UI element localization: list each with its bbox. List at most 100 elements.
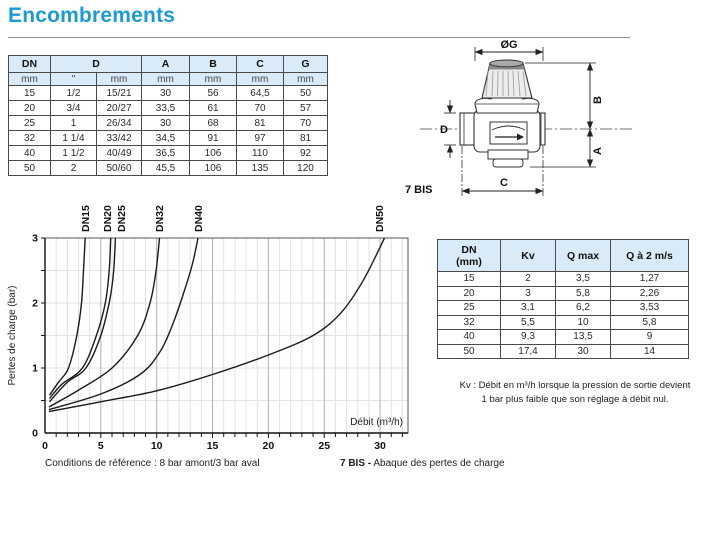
data-cell: 20/27 (96, 100, 142, 116)
data-cell: 1 1/2 (50, 145, 97, 161)
flow-table-body: 15 2 3,5 1,27 20 3 5,8 2,26 25 3,1 6,2 3,53 32 5,5 10 5… (437, 271, 689, 359)
data-cell: 70 (283, 115, 328, 131)
data-cell: 33,5 (141, 100, 190, 116)
data-cell: 14 (610, 343, 689, 359)
data-cell: 15/21 (96, 85, 142, 101)
table-row: 32 1 1/4 33/42 34,5 91 97 81 (8, 130, 328, 146)
data-cell: 106 (189, 145, 237, 161)
figure-caption-text: Abaque des pertes de charge (371, 458, 505, 469)
data-cell: 3,1 (500, 300, 556, 316)
data-cell: 3,5 (555, 271, 611, 287)
dim-label-d: D (440, 124, 448, 136)
dim-label-c: C (500, 177, 508, 189)
spring-bonnet (474, 97, 540, 114)
data-cell: 15 (8, 85, 51, 101)
units-row: mm " mm mm mm mm mm (8, 72, 328, 86)
table-row: 20 3 5,8 2,26 (437, 285, 689, 301)
dim-label-g: ØG (500, 39, 517, 51)
dimensions-table-body: 15 1/2 15/21 30 56 64,5 50 20 3/4 20/27 33,5 61 70 57… (8, 85, 328, 176)
data-cell: 110 (236, 145, 284, 161)
table-row: 25 3,1 6,2 3,53 (437, 300, 689, 316)
data-cell: 61 (189, 100, 237, 116)
data-cell: 6,2 (555, 300, 611, 316)
header-cell: DN (mm) (437, 239, 501, 272)
flow-table-head: DN (mm) Kv Q max Q à 2 m/s (437, 239, 689, 272)
curve-label-dn25: DN25 (116, 205, 128, 232)
data-cell: 9 (610, 329, 689, 345)
unit-cell: mm (96, 72, 142, 86)
header-cell: Q à 2 m/s (610, 239, 689, 272)
data-cell: 30 (141, 85, 190, 101)
data-cell: 120 (283, 160, 328, 176)
figure-label: 7 BIS (405, 184, 433, 196)
bottom-plug-cap (492, 158, 524, 168)
data-cell: 81 (236, 115, 284, 131)
curve-label-dn32: DN32 (154, 205, 166, 232)
unit-cell: " (50, 72, 97, 86)
data-cell: 10 (555, 314, 611, 330)
table-row: 25 1 26/34 30 68 81 70 (8, 115, 328, 131)
data-cell: 15 (437, 271, 501, 287)
data-cell: 30 (555, 343, 611, 359)
data-cell: 1/2 (50, 85, 97, 101)
data-cell: 70 (236, 100, 284, 116)
data-cell: 20 (8, 100, 51, 116)
data-cell: 36,5 (141, 145, 190, 161)
knob-dome (489, 59, 524, 68)
table-row: 50 17,4 30 14 (437, 343, 689, 359)
flow-arrow-icon (517, 133, 524, 141)
data-cell: 3 (500, 285, 556, 301)
kv-note: Kv : Débit en m³/h lorsque la pression d… (445, 379, 704, 407)
data-cell: 91 (189, 130, 237, 146)
data-cell: 56 (189, 85, 237, 101)
data-cell: 2,26 (610, 285, 689, 301)
y-tick-label: 2 (32, 298, 38, 310)
unit-cell: mm (283, 72, 328, 86)
data-cell: 32 (437, 314, 501, 330)
data-cell: 5,5 (500, 314, 556, 330)
data-cell: 20 (437, 285, 501, 301)
dim-label-b: B (592, 96, 604, 104)
kv-note-line2: 1 bar plus faible que son réglage à débi… (481, 394, 669, 405)
curve-dn50 (48, 237, 386, 413)
data-cell: 64,5 (236, 85, 284, 101)
x-tick-label: 30 (374, 440, 386, 452)
y-tick-label: 0 (32, 428, 38, 440)
curve-dn25 (48, 237, 117, 403)
header-cell: G (283, 55, 328, 73)
x-tick-label: 25 (318, 440, 330, 452)
x-tick-label: 15 (207, 440, 219, 452)
data-cell: 26/34 (96, 115, 142, 131)
header-cell: Kv (500, 239, 556, 272)
data-cell: 50 (437, 343, 501, 359)
data-cell: 3,53 (610, 300, 689, 316)
data-cell: 34,5 (141, 130, 190, 146)
flow-table: DN (mm) Kv Q max Q à 2 m/s 15 2 3,5 1,27 20 3 5,8… (437, 239, 689, 359)
header-row: DN D A B C G (8, 55, 328, 73)
page-title: Encombrements (8, 4, 176, 27)
reference-conditions: Conditions de référence : 8 bar amont/3 … (45, 458, 260, 469)
data-cell: 106 (189, 160, 237, 176)
valve-technical-drawing: ØG B A D C 7 BIS (405, 39, 633, 196)
y-tick-label: 3 (32, 233, 38, 245)
data-cell: 33/42 (96, 130, 142, 146)
header-cell: DN (8, 55, 51, 73)
data-cell: 13,5 (555, 329, 611, 345)
data-cell: 5,8 (555, 285, 611, 301)
header-cell: A (141, 55, 190, 73)
data-cell: 3/4 (50, 100, 97, 116)
kv-note-line1: Kv : Débit en m³/h lorsque la pression d… (459, 380, 691, 391)
x-tick-label: 10 (151, 440, 163, 452)
data-cell: 25 (8, 115, 51, 131)
sight-window (489, 121, 528, 145)
dim-label-a: A (592, 147, 604, 155)
data-cell: 81 (283, 130, 328, 146)
table-row: 40 9,3 13,5 9 (437, 329, 689, 345)
curve-dn40 (48, 237, 199, 411)
x-tick-label: 0 (42, 440, 48, 452)
curve-label-dn20: DN20 (102, 205, 114, 232)
data-cell: 25 (437, 300, 501, 316)
data-cell: 1 1/4 (50, 130, 97, 146)
data-cell: 50/60 (96, 160, 142, 176)
